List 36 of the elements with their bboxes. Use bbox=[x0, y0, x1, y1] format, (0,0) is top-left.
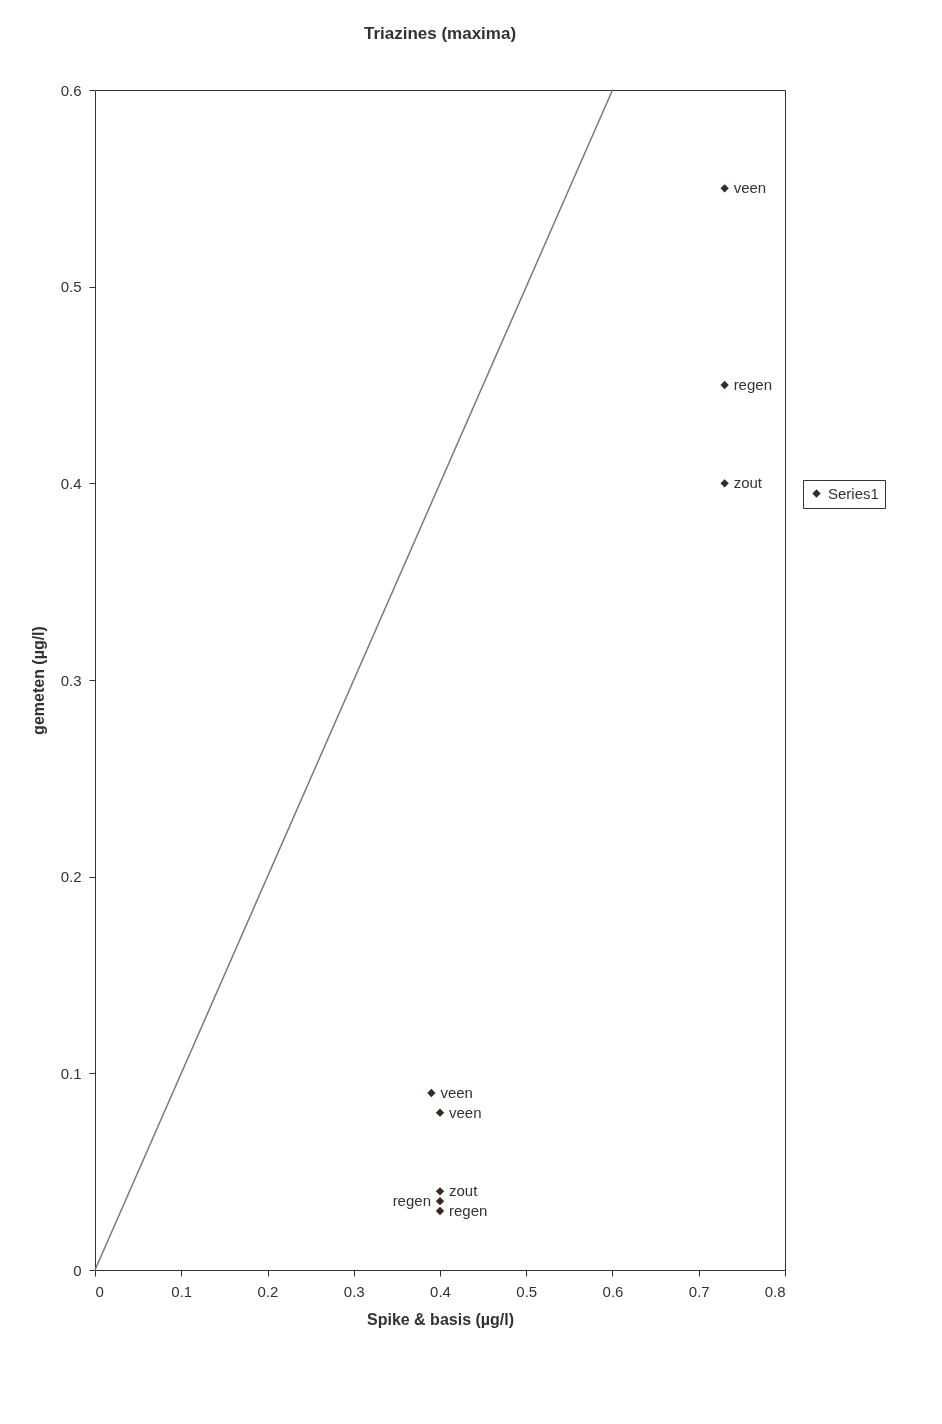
annotation: regen bbox=[392, 1192, 431, 1210]
legend-label: Series1 bbox=[828, 484, 879, 502]
annotation: regen bbox=[733, 376, 772, 393]
x-tick-label: 0.5 bbox=[516, 1282, 538, 1300]
point bbox=[435, 1108, 445, 1117]
x-tick-label: 0.8 bbox=[764, 1282, 786, 1300]
point bbox=[720, 380, 729, 390]
x-tick-label: 0.2 bbox=[257, 1282, 279, 1300]
point bbox=[435, 1187, 445, 1196]
point bbox=[720, 184, 729, 193]
x-tick-label: 0.7 bbox=[688, 1282, 710, 1300]
x-tick-label: 0.3 bbox=[343, 1282, 365, 1300]
annotation: regen bbox=[449, 1202, 488, 1219]
annotation: veen bbox=[449, 1103, 482, 1121]
x-tick-label: 0.1 bbox=[171, 1282, 193, 1300]
y-axis-title: gemeten (µg/l) bbox=[29, 626, 47, 735]
point bbox=[435, 1206, 445, 1216]
annotation: veen bbox=[440, 1084, 473, 1101]
y-tick-label: 0.6 bbox=[60, 81, 82, 99]
x-tick-label: 0.4 bbox=[430, 1282, 451, 1300]
y-tick-label: 0 bbox=[73, 1261, 82, 1279]
x-axis-title: Spike & basis (µg/l) bbox=[366, 1310, 515, 1328]
chart-title: Triazines (maxima) bbox=[363, 24, 517, 43]
point bbox=[427, 1088, 436, 1098]
y-tick-label: 0.5 bbox=[60, 278, 82, 296]
y-tick-label: 0.2 bbox=[60, 868, 82, 886]
point bbox=[720, 479, 729, 488]
y-tick-label: 0.3 bbox=[60, 671, 82, 689]
y-tick-label: 0.4 bbox=[60, 474, 82, 492]
annotation: zout bbox=[449, 1182, 479, 1200]
annotation: zout bbox=[733, 474, 763, 492]
x-tick-label: 0.6 bbox=[602, 1282, 624, 1300]
x-tick-label: 0 bbox=[95, 1282, 104, 1300]
y-tick-label: 0.1 bbox=[60, 1064, 82, 1082]
annotation: veen bbox=[733, 179, 767, 197]
point bbox=[435, 1196, 445, 1206]
